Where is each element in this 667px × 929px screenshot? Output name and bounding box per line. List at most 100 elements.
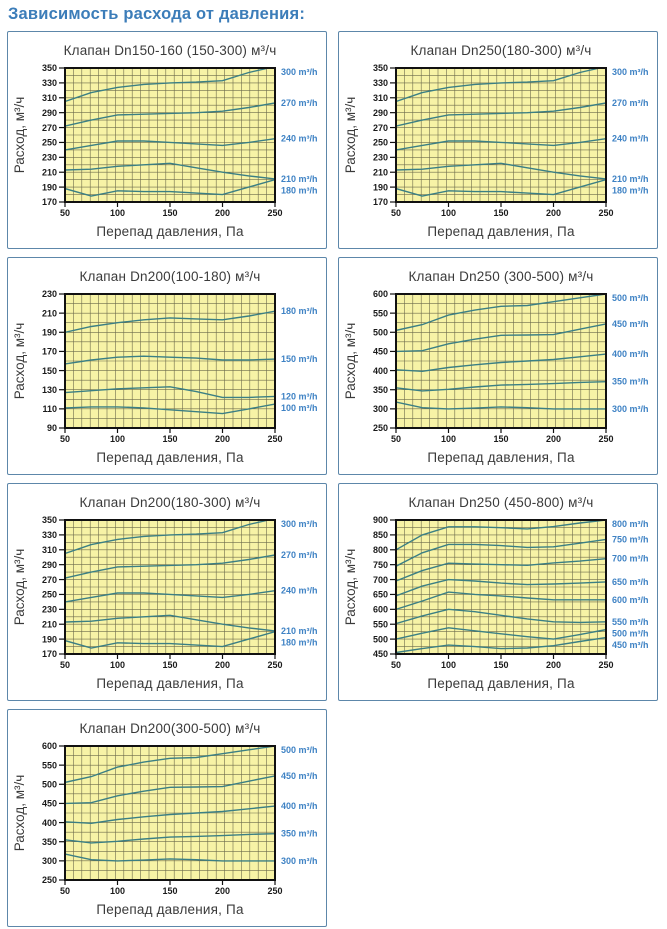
x-tick-label: 200 <box>215 208 230 218</box>
y-tick-label: 250 <box>42 590 57 600</box>
series-line <box>65 833 275 844</box>
x-axis-title: Перепад давления, Па <box>96 676 244 691</box>
x-tick-label: 250 <box>598 208 613 218</box>
chart-title: Клапан Dn200(100-180) м³/ч <box>79 269 260 284</box>
series-line <box>396 636 606 654</box>
series-label: 300 m³/h <box>281 519 318 529</box>
y-tick-label: 600 <box>42 741 57 751</box>
chart-panel-1: Клапан Dn150-160 (150-300) м³/ч 170 190 210… <box>7 31 327 249</box>
chart-title: Клапан Dn200(180-300) м³/ч <box>79 495 260 510</box>
x-tick-label: 100 <box>441 434 456 444</box>
y-tick-label: 600 <box>373 605 388 615</box>
chart-svg: Клапан Dn250 (300-500) м³/ч 250 300 350 400 4… <box>343 269 649 465</box>
y-tick-label: 600 <box>373 289 388 299</box>
x-tick-label: 100 <box>441 208 456 218</box>
x-tick-label: 100 <box>441 660 456 670</box>
series-line <box>65 519 275 555</box>
chart-title: Клапан Dn150-160 (150-300) м³/ч <box>64 43 277 58</box>
y-tick-label: 290 <box>373 108 388 118</box>
series-line <box>65 310 275 333</box>
chart-svg: Клапан Dn200(180-300) м³/ч 170 190 210 230 25… <box>12 495 318 691</box>
series-label: 500 m³/h <box>281 745 318 755</box>
series-line <box>65 179 275 197</box>
chart-title: Клапан Dn200(300-500) м³/ч <box>79 721 260 736</box>
series-line <box>65 631 275 649</box>
y-tick-label: 310 <box>42 93 57 103</box>
y-tick-label: 110 <box>42 404 57 414</box>
chart-title: Клапан Dn250(180-300) м³/ч <box>410 43 591 58</box>
y-tick-label: 230 <box>373 153 388 163</box>
series-label: 300 m³/h <box>281 67 318 77</box>
series-label: 180 m³/h <box>281 185 318 195</box>
series-label: 270 m³/h <box>281 550 318 560</box>
y-tick-label: 230 <box>42 605 57 615</box>
y-tick-label: 210 <box>42 619 57 629</box>
y-tick-label: 450 <box>42 799 57 809</box>
x-axis-title: Перепад давления, Па <box>96 224 244 239</box>
series-label: 800 m³/h <box>612 519 649 529</box>
y-axis-title: Расход, м³/ч <box>12 775 27 852</box>
y-tick-label: 500 <box>42 779 57 789</box>
x-tick-label: 50 <box>60 434 70 444</box>
y-tick-label: 300 <box>373 404 388 414</box>
series-line <box>396 381 606 392</box>
y-tick-label: 310 <box>373 93 388 103</box>
x-tick-label: 200 <box>215 434 230 444</box>
y-tick-label: 700 <box>373 575 388 585</box>
y-tick-label: 500 <box>373 634 388 644</box>
series-label: 180 m³/h <box>281 637 318 647</box>
y-tick-label: 400 <box>42 818 57 828</box>
x-tick-label: 150 <box>162 660 177 670</box>
series-line <box>65 355 275 365</box>
y-tick-label: 170 <box>42 197 57 207</box>
x-axis: 50 100 150 200 250 <box>391 202 614 218</box>
series-line <box>396 519 606 551</box>
y-tick-label: 170 <box>373 197 388 207</box>
series-line <box>396 608 606 625</box>
x-tick-label: 50 <box>60 886 70 896</box>
series-label: 400 m³/h <box>281 801 318 811</box>
y-tick-label: 550 <box>373 308 388 318</box>
charts-grid: Клапан Dn150-160 (150-300) м³/ч 170 190 210… <box>7 31 667 927</box>
y-tick-label: 750 <box>373 560 388 570</box>
y-tick-label: 210 <box>373 167 388 177</box>
series-line <box>65 554 275 579</box>
chart-svg: Клапан Dn200(300-500) м³/ч 250 300 350 400 45… <box>12 721 318 917</box>
x-tick-label: 150 <box>162 886 177 896</box>
series-line <box>396 162 606 180</box>
series-line <box>65 403 275 415</box>
series-label: 270 m³/h <box>281 98 318 108</box>
grid-lines <box>65 520 275 654</box>
series-label: 300 m³/h <box>281 856 318 866</box>
x-tick-label: 150 <box>493 660 508 670</box>
y-tick-label: 500 <box>373 327 388 337</box>
x-axis: 50 100 150 200 250 <box>60 880 283 896</box>
x-axis: 50 100 150 200 250 <box>60 428 283 444</box>
y-tick-label: 150 <box>42 366 57 376</box>
y-tick-label: 290 <box>42 560 57 570</box>
series-label: 300 m³/h <box>612 67 649 77</box>
y-tick-label: 350 <box>373 63 388 73</box>
y-axis: 90 110 130 150 170 190 210 230 <box>42 289 65 433</box>
y-axis: 450 500 550 600 650 700 750 800 850 900 <box>373 515 396 659</box>
series-line <box>396 293 606 332</box>
series-label: 650 m³/h <box>612 577 649 587</box>
y-tick-label: 800 <box>373 545 388 555</box>
y-tick-label: 300 <box>42 856 57 866</box>
x-tick-label: 100 <box>110 660 125 670</box>
y-axis: 170 190 210 230 250 270 290 310 330 350 <box>42 63 65 207</box>
y-tick-label: 550 <box>373 619 388 629</box>
series-line <box>396 591 606 610</box>
y-axis-title: Расход, м³/ч <box>343 549 358 626</box>
series-line <box>65 805 275 825</box>
series-label: 100 m³/h <box>281 403 318 413</box>
x-tick-label: 150 <box>162 208 177 218</box>
x-axis: 50 100 150 200 250 <box>391 654 614 670</box>
series-label: 350 m³/h <box>612 377 649 387</box>
series-line <box>65 745 275 784</box>
y-tick-label: 210 <box>42 167 57 177</box>
x-axis-title: Перепад давления, Па <box>427 676 575 691</box>
series-label: 240 m³/h <box>281 134 318 144</box>
y-tick-label: 650 <box>373 590 388 600</box>
